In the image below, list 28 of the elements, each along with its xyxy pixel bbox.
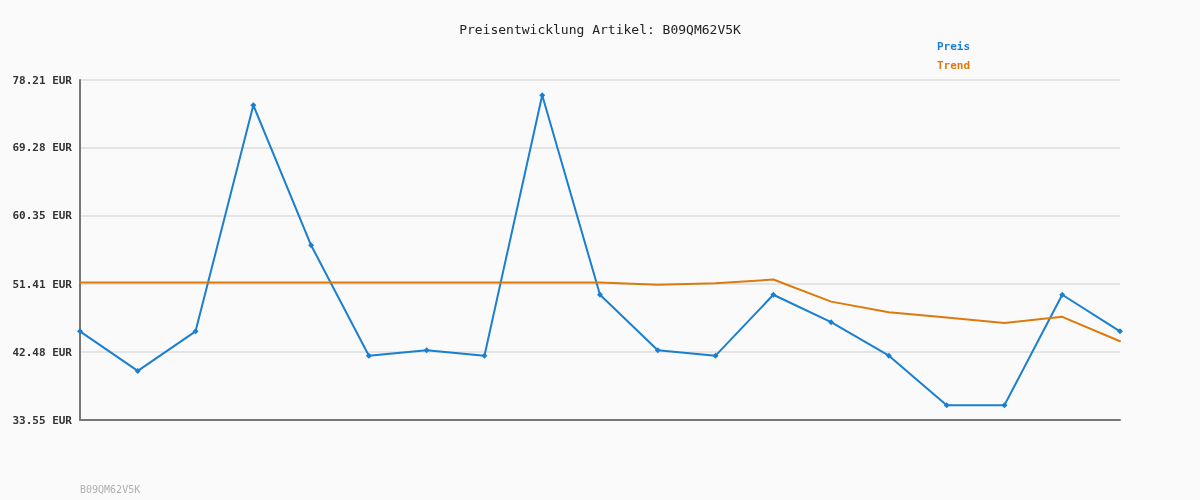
point xyxy=(1117,328,1123,335)
point xyxy=(885,352,892,359)
point xyxy=(943,402,950,409)
point xyxy=(308,242,315,249)
y-tick-label: 33.55 EUR xyxy=(12,413,73,427)
point xyxy=(828,319,835,326)
point xyxy=(77,328,83,335)
point xyxy=(481,352,488,359)
point xyxy=(597,291,603,298)
point xyxy=(423,347,430,354)
point xyxy=(654,347,661,354)
point xyxy=(1059,291,1066,298)
line-series xyxy=(79,278,1121,343)
y-tick-label: 42.48 EUR xyxy=(12,345,73,359)
point xyxy=(1001,402,1008,409)
y-tick-label: 69.28 EUR xyxy=(12,141,73,155)
text: B09QM62V5K xyxy=(80,483,141,495)
text: Preis xyxy=(936,40,971,53)
y-tick-label: 60.35 EUR xyxy=(12,209,73,223)
text: Trend xyxy=(936,59,971,72)
point xyxy=(365,352,372,359)
y-tick-label: 51.41 EUR xyxy=(12,277,73,291)
point xyxy=(770,291,777,298)
y-tick-label: 78.21 EUR xyxy=(12,73,73,87)
point xyxy=(134,367,141,374)
point xyxy=(192,328,199,335)
chart-title: Preisentwicklung Artikel: B09QM62V5K xyxy=(459,22,742,37)
point xyxy=(712,352,719,359)
